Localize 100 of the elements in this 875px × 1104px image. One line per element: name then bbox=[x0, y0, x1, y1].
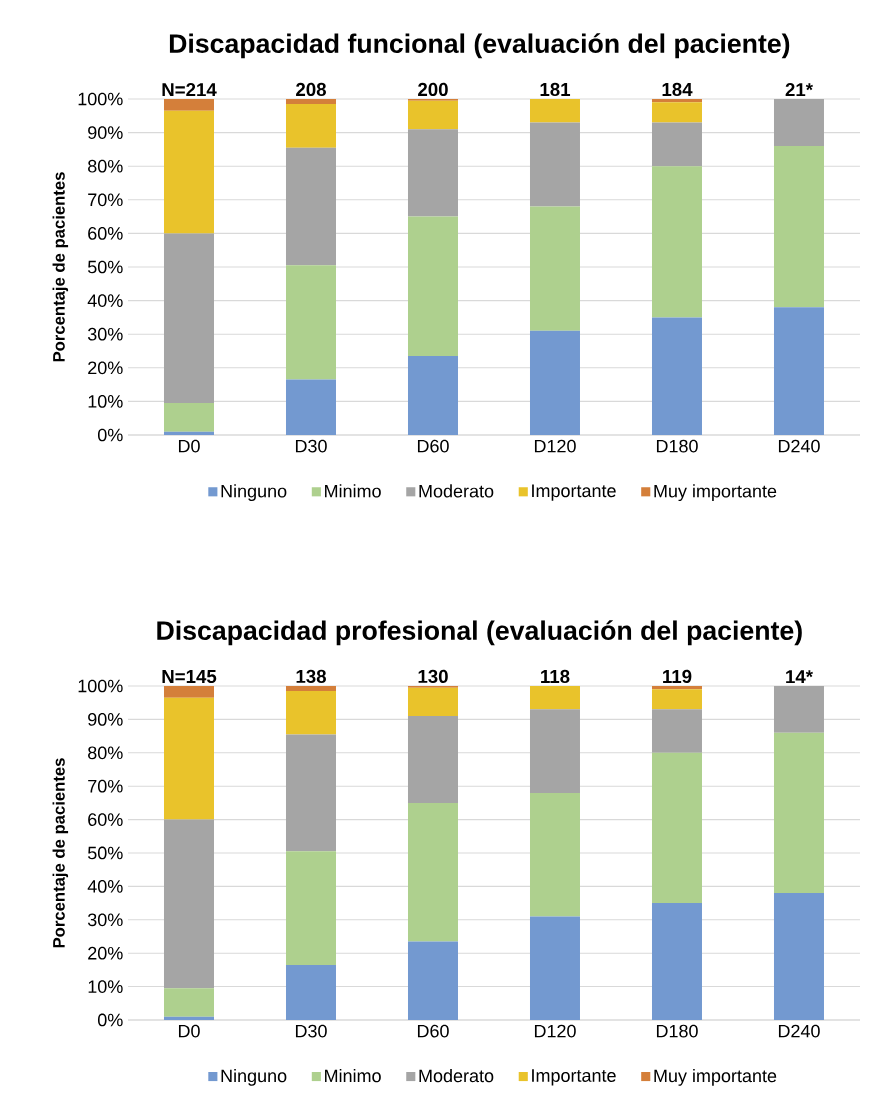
legend-label: Ninguno bbox=[221, 1069, 287, 1086]
y-axis-title: Porcentaje de pacientes bbox=[52, 172, 69, 362]
bar bbox=[285, 104, 336, 148]
annotation: 138 bbox=[296, 669, 326, 684]
bar bbox=[773, 146, 824, 308]
y-tick-label: 30% bbox=[87, 913, 123, 927]
bar bbox=[408, 100, 458, 130]
bar bbox=[773, 307, 824, 435]
y-tick-label: 40% bbox=[87, 294, 123, 307]
y-tick-label: 20% bbox=[88, 361, 123, 375]
y-tick-label: 10% bbox=[88, 395, 123, 408]
y-tick-label: 0% bbox=[97, 428, 123, 442]
bar bbox=[408, 216, 458, 357]
bar bbox=[163, 403, 214, 432]
x-tick-label: D240 bbox=[778, 1024, 820, 1038]
legend-label: Minimo bbox=[325, 484, 381, 498]
bar bbox=[773, 893, 824, 1020]
bar bbox=[773, 732, 824, 894]
legend-label: Muy importante bbox=[654, 1069, 777, 1086]
legend-label: Moderato bbox=[419, 484, 494, 498]
annotation: 181 bbox=[540, 82, 571, 97]
bar bbox=[163, 686, 214, 698]
y-tick-label: 0% bbox=[97, 1013, 123, 1027]
bar bbox=[285, 691, 336, 735]
bar bbox=[651, 689, 702, 710]
bar bbox=[408, 687, 458, 717]
annotation: 208 bbox=[296, 82, 326, 97]
x-tick-label: D30 bbox=[295, 1024, 327, 1038]
chart-title: Discapacidad profesional (evaluación del paciente) bbox=[157, 620, 802, 646]
bar bbox=[408, 802, 458, 942]
bar bbox=[651, 903, 702, 1020]
x-tick-label: D120 bbox=[534, 1024, 576, 1038]
legend-label: Ninguno bbox=[221, 484, 287, 502]
y-axis-title: Porcentaje de pacientes bbox=[52, 758, 69, 948]
bar bbox=[285, 964, 336, 1020]
bar bbox=[651, 166, 702, 318]
bar bbox=[529, 330, 580, 435]
x-tick-label: D30 bbox=[295, 439, 327, 453]
bar bbox=[408, 356, 458, 435]
bar bbox=[285, 147, 336, 266]
bar bbox=[163, 697, 214, 820]
annotation: 21* bbox=[785, 83, 813, 97]
bar bbox=[529, 686, 580, 710]
y-tick-label: 30% bbox=[87, 327, 123, 341]
annotation: 200 bbox=[418, 82, 448, 97]
bar bbox=[163, 819, 214, 989]
bar bbox=[773, 99, 824, 147]
y-tick-label: 60% bbox=[88, 813, 123, 826]
annotation: 14* bbox=[786, 670, 813, 684]
bar bbox=[163, 233, 214, 404]
annotation: 184 bbox=[662, 82, 693, 97]
annotation: N=214 bbox=[162, 83, 217, 97]
bar bbox=[408, 129, 458, 217]
y-tick-label: 70% bbox=[88, 193, 123, 207]
bar bbox=[651, 317, 702, 435]
legend-label: Minimo bbox=[325, 1069, 381, 1083]
x-tick-label: D0 bbox=[178, 439, 200, 453]
y-tick-label: 90% bbox=[88, 713, 123, 726]
y-tick-label: 100% bbox=[78, 92, 123, 106]
x-tick-label: D0 bbox=[178, 1024, 200, 1038]
bar bbox=[163, 99, 214, 111]
x-tick-label: D180 bbox=[656, 1024, 698, 1038]
annotation: N=145 bbox=[162, 670, 217, 684]
x-tick-label: D240 bbox=[778, 439, 820, 453]
bar bbox=[408, 941, 458, 1020]
bar bbox=[285, 99, 336, 105]
y-tick-label: 40% bbox=[87, 880, 123, 893]
bar bbox=[529, 916, 580, 1020]
bar bbox=[651, 709, 702, 753]
y-tick-label: 50% bbox=[87, 846, 123, 860]
y-tick-label: 80% bbox=[88, 746, 123, 760]
y-tick-label: 80% bbox=[88, 159, 123, 173]
y-tick-label: 90% bbox=[88, 126, 123, 139]
bar bbox=[651, 122, 702, 167]
bar bbox=[285, 686, 336, 691]
bar bbox=[529, 122, 580, 207]
x-tick-label: D120 bbox=[534, 439, 576, 453]
bar bbox=[529, 792, 580, 917]
bar bbox=[163, 988, 214, 1017]
bar bbox=[529, 206, 580, 331]
annotation: 130 bbox=[418, 669, 448, 684]
legend-label: Importante bbox=[532, 484, 616, 501]
bar bbox=[285, 379, 336, 435]
x-tick-label: D60 bbox=[417, 1024, 449, 1038]
bar bbox=[285, 851, 336, 965]
y-tick-label: 10% bbox=[88, 980, 123, 993]
y-tick-label: 100% bbox=[78, 679, 123, 693]
bar bbox=[408, 716, 458, 803]
bar bbox=[285, 734, 336, 852]
x-tick-label: D60 bbox=[417, 439, 449, 453]
bar bbox=[285, 265, 336, 380]
bar bbox=[163, 110, 214, 234]
bar bbox=[529, 709, 580, 793]
legend-label: Muy importante bbox=[654, 484, 777, 502]
chart-title: Discapacidad funcional (evaluación del paciente) bbox=[169, 33, 790, 59]
bar bbox=[651, 102, 702, 123]
y-tick-label: 60% bbox=[88, 227, 123, 240]
y-tick-label: 20% bbox=[88, 946, 123, 960]
legend-label: Importante bbox=[532, 1069, 616, 1086]
annotation: 118 bbox=[541, 669, 570, 684]
